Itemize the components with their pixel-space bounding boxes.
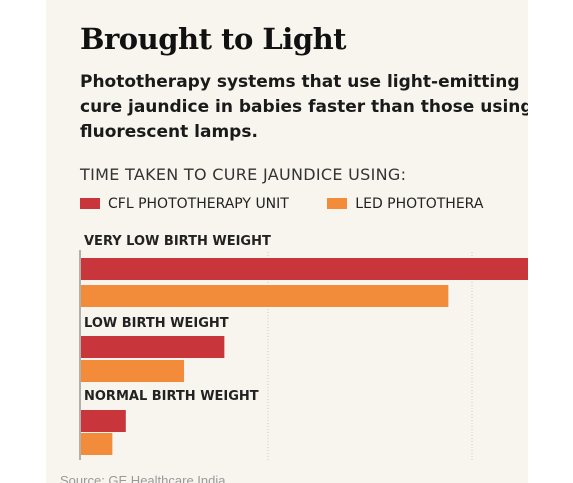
chart-heading: TIME TAKEN TO CURE JAUNDICE USING: xyxy=(80,165,407,184)
bar-chart: VERY LOW BIRTH WEIGHT LOW BIRTH WEIGHT NOR… xyxy=(79,234,528,460)
legend: CFL PHOTOTHERAPY UNIT LED PHOTOTHERA xyxy=(80,196,517,212)
category-label-3: NORMAL BIRTH WEIGHT xyxy=(84,389,259,404)
chart-title: Brought to Light xyxy=(80,22,347,56)
bar-cfl-2 xyxy=(81,336,225,358)
subtitle-line-1: Phototherapy systems that use light-emit… xyxy=(80,72,520,92)
bar-led-2 xyxy=(81,360,185,382)
chart-subtitle: Phototherapy systems that use light-emit… xyxy=(80,70,528,145)
source-note: Source: GE Healthcare India xyxy=(60,473,226,483)
bar-cfl-3 xyxy=(81,410,126,432)
chart-panel: Brought to Light Phototherapy systems th… xyxy=(46,0,528,483)
legend-label-led: LED PHOTOTHERA xyxy=(355,196,484,212)
bar-cfl-1 xyxy=(81,258,528,280)
category-label-1: VERY LOW BIRTH WEIGHT xyxy=(84,234,271,249)
bar-led-3 xyxy=(81,433,113,455)
category-label-2: LOW BIRTH WEIGHT xyxy=(84,316,229,331)
legend-item-cfl: CFL PHOTOTHERAPY UNIT xyxy=(80,196,289,212)
bar-led-1 xyxy=(81,285,449,307)
subtitle-line-2: cure jaundice in babies faster than thos… xyxy=(80,97,528,117)
legend-swatch-cfl xyxy=(80,198,100,209)
legend-label-cfl: CFL PHOTOTHERAPY UNIT xyxy=(108,196,289,212)
legend-swatch-led xyxy=(327,198,348,209)
subtitle-line-3: fluorescent lamps. xyxy=(80,122,258,142)
legend-item-led: LED PHOTOTHERA xyxy=(327,196,483,212)
